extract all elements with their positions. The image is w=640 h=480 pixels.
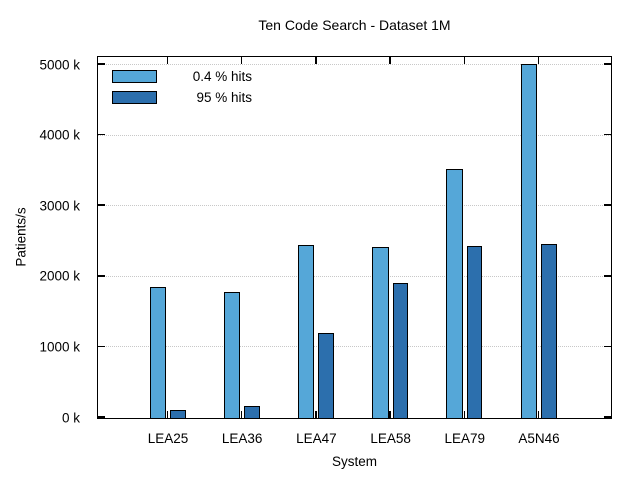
legend: 0.4 % hits 95 % hits xyxy=(112,66,252,108)
bar-lea25-series0 xyxy=(149,287,166,418)
bar-a5n46-series0 xyxy=(520,64,537,418)
y-tick-label: 2000 k xyxy=(39,268,80,284)
legend-swatch-1 xyxy=(112,91,157,104)
x-tick-mark xyxy=(315,57,317,64)
legend-row-1: 95 % hits xyxy=(112,87,252,108)
y-tick-label: 0 k xyxy=(61,410,80,425)
gridline-5000k xyxy=(98,64,611,66)
y-tick-mark xyxy=(98,275,105,277)
x-tick-label-lea58: LEA58 xyxy=(370,431,411,446)
legend-swatch-0 xyxy=(112,70,157,83)
x-tick-label-lea25: LEA25 xyxy=(147,431,189,446)
x-tick-label-a5n46: A5N46 xyxy=(518,431,560,446)
x-tick-mark xyxy=(166,57,169,64)
bar-lea58-series1 xyxy=(392,282,409,418)
bar-group-lea25 xyxy=(149,287,186,418)
bar-group-a5n46 xyxy=(520,64,557,418)
gridline-2000k xyxy=(98,275,611,277)
bar-lea79-series1 xyxy=(466,246,483,418)
y-tick-mark xyxy=(98,133,105,136)
y-tick-label: 3000 k xyxy=(39,198,80,214)
bar-lea36-series0 xyxy=(223,292,241,418)
x-tick-mark xyxy=(537,411,540,418)
bar-lea25-series1 xyxy=(169,409,186,418)
x-tick-mark xyxy=(166,411,169,418)
y-tick-mark xyxy=(98,63,105,65)
x-tick-mark xyxy=(240,57,243,64)
y-tick-label: 4000 k xyxy=(39,127,80,143)
legend-row-0: 0.4 % hits xyxy=(112,66,252,87)
y-tick-mark xyxy=(604,416,611,418)
bar-lea79-series0 xyxy=(446,168,463,418)
bar-group-lea58 xyxy=(372,246,409,418)
x-tick-label-lea36: LEA36 xyxy=(221,431,263,446)
y-tick-mark xyxy=(604,204,611,206)
x-tick-label-lea47: LEA47 xyxy=(296,431,337,446)
x-tick-mark xyxy=(463,57,466,64)
y-tick-mark xyxy=(604,275,611,277)
y-tick-label: 1000 k xyxy=(39,339,80,355)
x-tick-mark xyxy=(463,411,466,418)
x-tick-label-lea79: LEA79 xyxy=(444,431,486,446)
x-axis-label: System xyxy=(331,454,377,469)
plot-area: 0.4 % hits 95 % hits xyxy=(97,56,612,419)
bar-a5n46-series1 xyxy=(540,244,557,418)
bar-group-lea47 xyxy=(297,245,334,418)
chart-title: Ten Code Search - Dataset 1M xyxy=(258,17,451,33)
x-tick-mark xyxy=(389,57,391,64)
y-tick-mark xyxy=(98,416,105,418)
bar-group-lea36 xyxy=(223,292,260,418)
y-tick-mark xyxy=(98,204,105,206)
y-axis-tick-labels: 0 k 1000 k 2000 k 3000 k 4000 k 5000 k xyxy=(0,56,88,425)
y-tick-mark xyxy=(98,345,105,348)
bar-lea47-series1 xyxy=(318,333,334,418)
x-tick-mark xyxy=(240,411,243,418)
bar-lea58-series0 xyxy=(372,246,389,418)
legend-label-1: 95 % hits xyxy=(196,90,252,105)
bar-lea47-series0 xyxy=(297,245,315,418)
y-tick-mark xyxy=(604,345,611,348)
bar-lea36-series1 xyxy=(244,405,260,418)
y-tick-mark xyxy=(604,63,611,65)
x-tick-mark xyxy=(389,411,391,418)
x-tick-mark xyxy=(315,411,317,418)
y-tick-label: 5000 k xyxy=(39,57,80,73)
gridline-1000k xyxy=(98,346,611,348)
bar-group-lea79 xyxy=(446,168,483,418)
gridline-3000k xyxy=(98,205,611,207)
legend-label-0: 0.4 % hits xyxy=(192,69,252,84)
x-tick-mark xyxy=(537,57,540,64)
y-tick-mark xyxy=(604,133,611,136)
gridline-4000k xyxy=(98,134,611,136)
